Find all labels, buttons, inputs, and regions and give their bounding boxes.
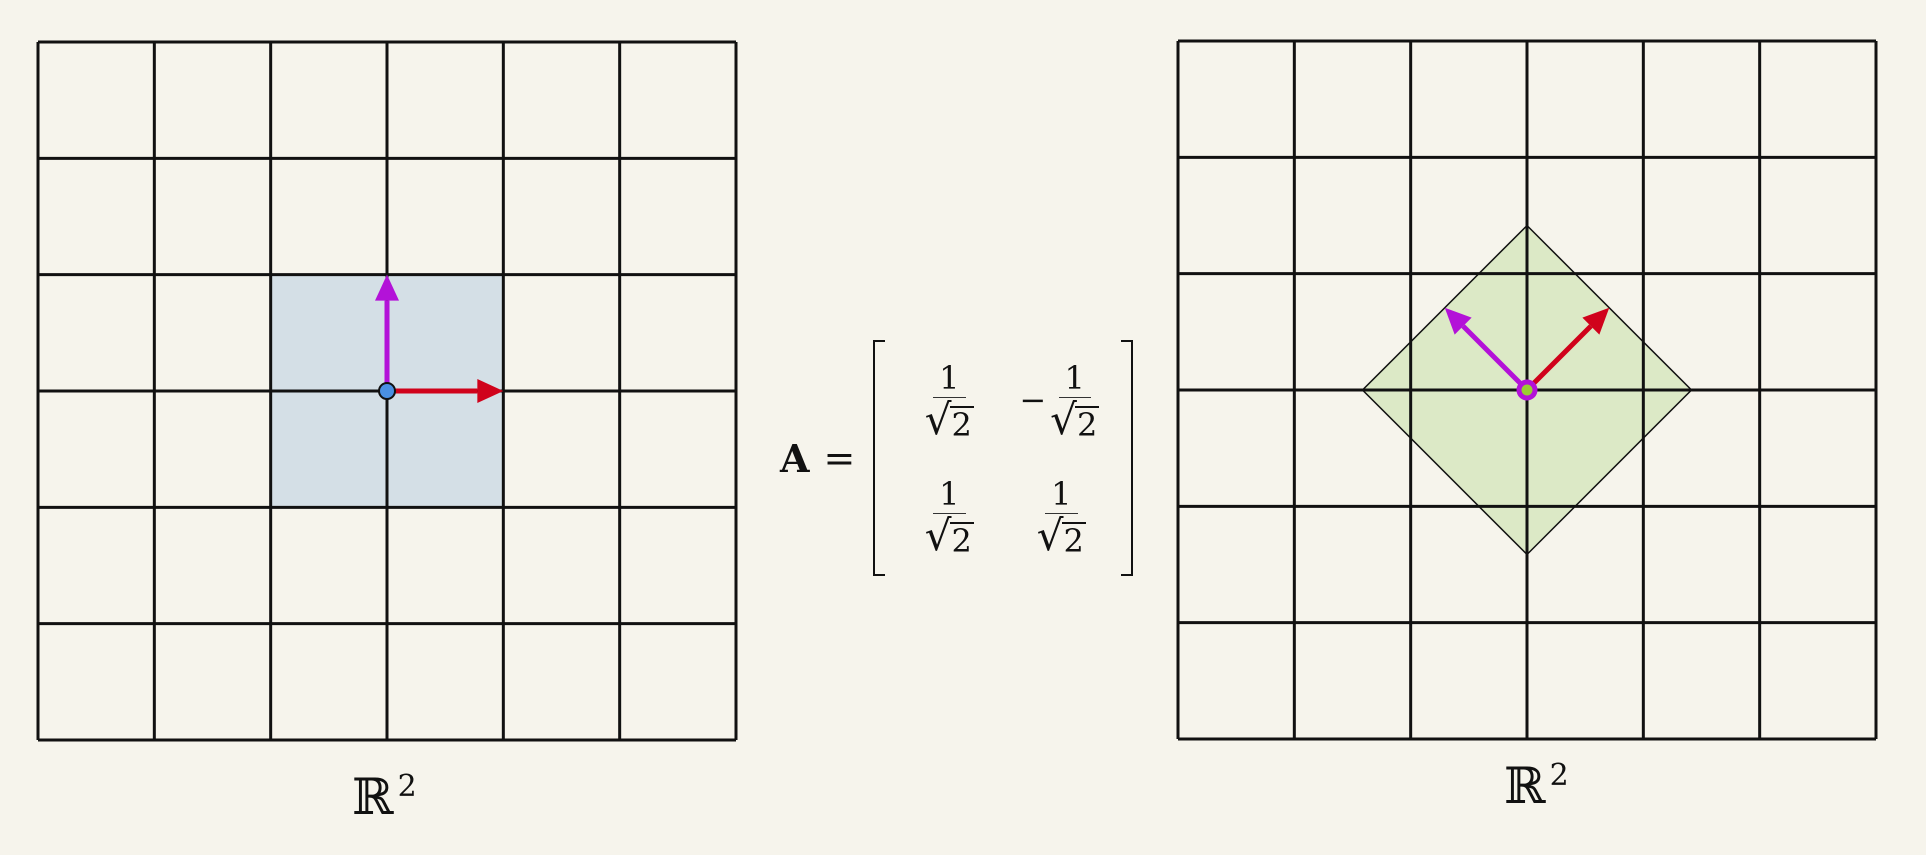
right-vector-Ae1-shaft	[1525, 324, 1593, 392]
left-space-label-exponent: 2	[397, 769, 417, 805]
fraction: 1 √ 2	[1050, 359, 1100, 444]
left-space-label-base: ℝ	[352, 768, 394, 826]
right-vector-Ae2-arrowhead	[1444, 307, 1472, 335]
radical-sign: √	[924, 510, 952, 560]
fraction: 1 √ 2	[925, 359, 974, 442]
left-origin-dot	[378, 382, 396, 400]
radical-sign: √	[1050, 394, 1077, 444]
radical-sign: √	[1036, 510, 1064, 560]
entry-sign: −	[1019, 381, 1047, 419]
matrix-body: 1 √ 2 − 1 √ 2 1 √ 2 1 √ 2	[885, 342, 1121, 574]
right-space-label-base: ℝ	[1504, 757, 1546, 815]
right-vector-Ae2-shaft	[1461, 324, 1529, 392]
numerator: 1	[933, 475, 966, 514]
right-space-label-exponent: 2	[1549, 758, 1569, 794]
radicand: 2	[1061, 521, 1086, 560]
numerator: 1	[933, 359, 966, 398]
left-bracket	[873, 340, 886, 576]
left-grid	[36, 40, 738, 742]
denominator: √ 2	[924, 394, 974, 444]
matrix-entry-12: − 1 √ 2	[1019, 359, 1100, 444]
radicand: 2	[949, 405, 974, 444]
matrix-entry-22: 1 √ 2	[1033, 475, 1086, 558]
denominator: √ 2	[924, 510, 974, 560]
radicand: 2	[949, 521, 974, 560]
fraction: 1 √ 2	[1037, 475, 1086, 558]
numerator: 1	[1058, 359, 1091, 398]
denominator: √ 2	[1050, 394, 1100, 444]
numerator: 1	[1045, 475, 1078, 514]
right-origin-ring	[1516, 379, 1538, 401]
radical-sign: √	[924, 394, 952, 444]
right-bracket	[1121, 340, 1134, 576]
left-vector-e1-arrowhead	[477, 379, 504, 403]
matrix-entry-21: 1 √ 2	[921, 475, 974, 558]
radicand: 2	[1074, 405, 1100, 444]
fraction: 1 √ 2	[925, 475, 974, 558]
right-grid	[1176, 39, 1878, 741]
denominator: √ 2	[1036, 510, 1086, 560]
matrix-equation: A = 1 √ 2 − 1 √ 2 1 √ 2 1	[780, 340, 1134, 576]
equals-sign: =	[823, 436, 856, 480]
matrix-entry-11: 1 √ 2	[921, 359, 974, 442]
matrix-name: A	[780, 435, 810, 481]
left-vector-e2-arrowhead	[375, 274, 399, 301]
right-vector-Ae1-arrowhead	[1582, 307, 1610, 335]
